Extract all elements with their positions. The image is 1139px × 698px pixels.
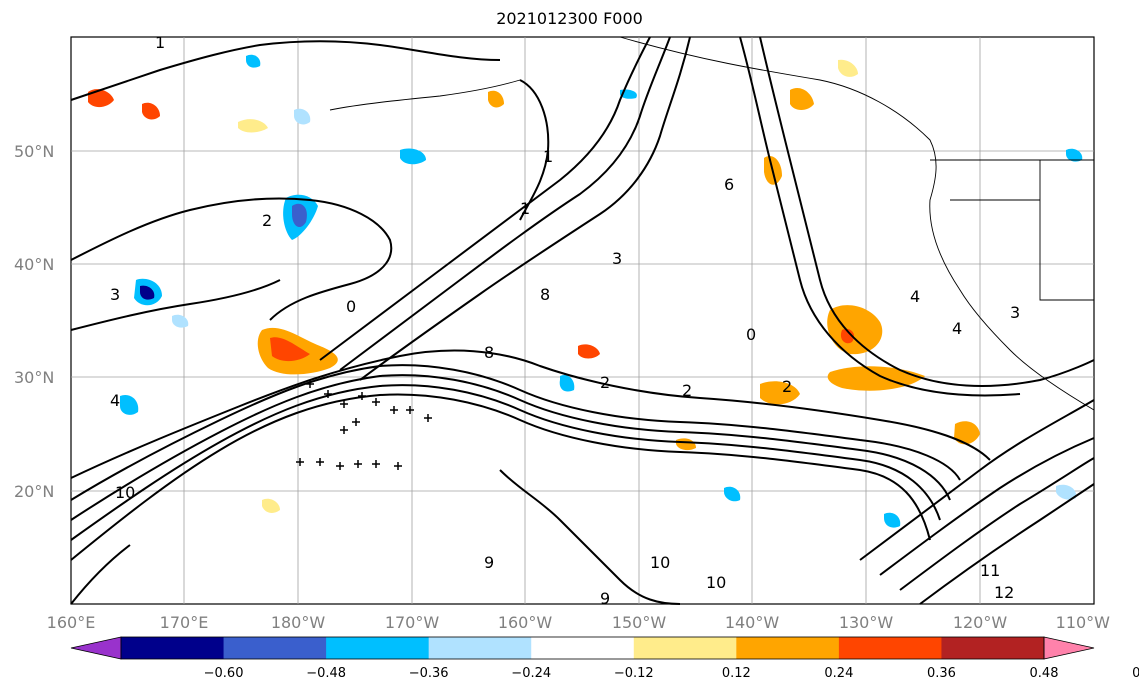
contour-label: 8 bbox=[540, 285, 550, 304]
colorbar-tick-label: −0.48 bbox=[306, 666, 346, 681]
colorbar-outline bbox=[120, 636, 1045, 660]
lat-label: 40°N bbox=[14, 255, 54, 274]
colorbar-tick-label: 0.48 bbox=[1030, 666, 1059, 681]
lat-label: 30°N bbox=[14, 368, 54, 387]
contour-label: 1 bbox=[155, 33, 165, 52]
longitude-labels: 160°E 170°E 180°W 170°W 160°W 150°W 140°… bbox=[47, 613, 1111, 632]
lon-label: 170°W bbox=[385, 613, 440, 632]
contour-label: 9 bbox=[484, 553, 494, 572]
colorbar-tick-label: 0.24 bbox=[824, 666, 853, 681]
lon-label: 120°W bbox=[953, 613, 1008, 632]
contour-label: 1 bbox=[543, 147, 553, 166]
contour-label: 3 bbox=[110, 285, 120, 304]
lon-label: 150°W bbox=[612, 613, 667, 632]
colorbar-segment bbox=[941, 637, 1045, 659]
contour-lines bbox=[70, 36, 1095, 605]
lon-label: 160°W bbox=[498, 613, 553, 632]
contour-label: 2 bbox=[782, 377, 792, 396]
colorbar-extension-high bbox=[1043, 636, 1095, 660]
contour-label: 3 bbox=[1010, 303, 1020, 322]
contour-label: 4 bbox=[110, 391, 120, 410]
contour-label: 12 bbox=[994, 583, 1014, 602]
contour-labels: 1 1 1 2 2 2 2 3 3 3 4 4 4 6 8 8 9 9 10 1… bbox=[110, 33, 1020, 608]
colorbar-segment bbox=[326, 637, 430, 659]
contour-label: 2 bbox=[600, 373, 610, 392]
contour-label: 8 bbox=[484, 343, 494, 362]
contour-label: 10 bbox=[650, 553, 670, 572]
map-frame bbox=[70, 36, 1095, 605]
lon-label: 170°E bbox=[160, 613, 209, 632]
colorbar-segment bbox=[121, 637, 225, 659]
contour-label: 9 bbox=[600, 589, 610, 608]
lat-label: 50°N bbox=[14, 142, 54, 161]
contour-label: 11 bbox=[980, 561, 1000, 580]
coastlines bbox=[329, 36, 1095, 411]
colorbar bbox=[70, 636, 1095, 660]
contour-label: 2 bbox=[682, 381, 692, 400]
contour-label: 4 bbox=[910, 287, 920, 306]
lon-label: 180°W bbox=[271, 613, 326, 632]
shading-negative bbox=[120, 54, 1083, 528]
lat-label: 20°N bbox=[14, 482, 54, 501]
colorbar-tick-label: −0.36 bbox=[409, 666, 449, 681]
colorbar-extension-low bbox=[70, 636, 122, 660]
colorbar-segment bbox=[838, 637, 942, 659]
plus-markers bbox=[296, 380, 432, 470]
contour-label: 0 bbox=[746, 325, 756, 344]
lon-label: 130°W bbox=[839, 613, 894, 632]
contour-label: 0 bbox=[346, 297, 356, 316]
colorbar-segment bbox=[428, 637, 532, 659]
latitude-labels: 50°N 40°N 30°N 20°N bbox=[14, 142, 54, 501]
colorbar-tick-label: −0.24 bbox=[511, 666, 551, 681]
colorbar-tick-label: 0.36 bbox=[927, 666, 956, 681]
colorbar-segment bbox=[531, 637, 635, 659]
colorbar-segment bbox=[736, 637, 840, 659]
contour-label: 10 bbox=[115, 483, 135, 502]
shading-positive bbox=[88, 59, 980, 513]
contour-label: 1 bbox=[520, 199, 530, 218]
colorbar-segment bbox=[223, 637, 327, 659]
colorbar-tick-label: 0.60 bbox=[1132, 666, 1139, 681]
contour-label: 10 bbox=[706, 573, 726, 592]
contour-label: 4 bbox=[952, 319, 962, 338]
colorbar-tick-label: −0.60 bbox=[204, 666, 244, 681]
map-title: 2021012300 F000 bbox=[496, 9, 643, 28]
lon-label: 140°W bbox=[725, 613, 780, 632]
colorbar-labels: −0.60 −0.48 −0.36 −0.24 −0.12 0.12 0.24 0.36 0.4… bbox=[204, 666, 1139, 681]
colorbar-tick-label: 0.12 bbox=[722, 666, 751, 681]
lon-label: 110°W bbox=[1056, 613, 1111, 632]
contour-label: 2 bbox=[262, 211, 272, 230]
contour-label: 6 bbox=[724, 175, 734, 194]
colorbar-tick-label: −0.12 bbox=[614, 666, 654, 681]
contour-label: 3 bbox=[612, 249, 622, 268]
lon-label: 160°E bbox=[47, 613, 96, 632]
colorbar-segment bbox=[633, 637, 737, 659]
